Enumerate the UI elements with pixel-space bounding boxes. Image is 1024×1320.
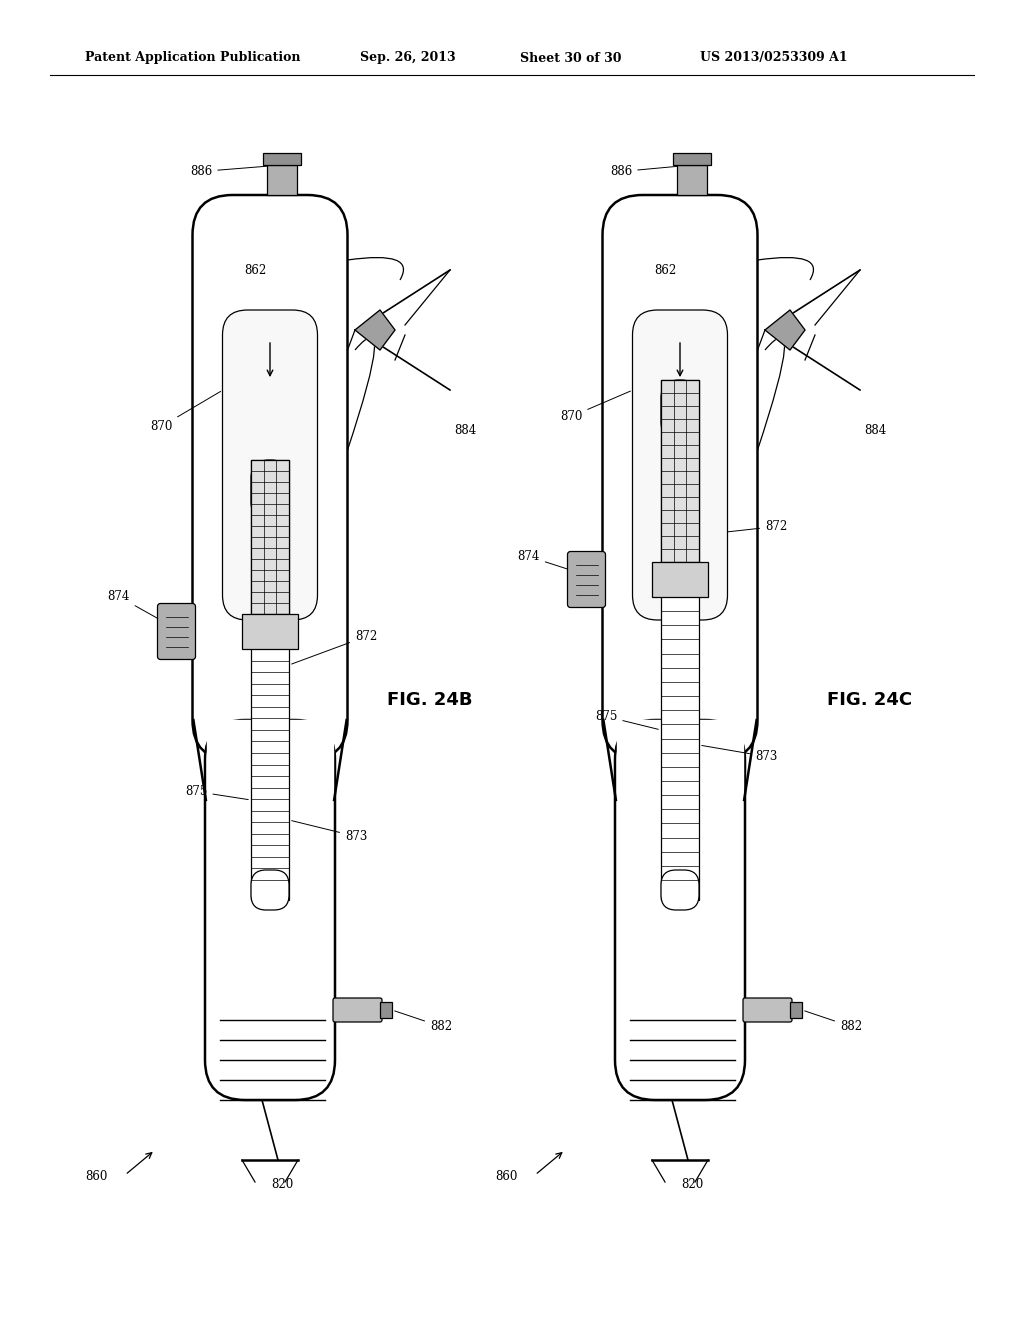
Text: 874: 874 (517, 550, 568, 569)
Text: 820: 820 (681, 1179, 703, 1192)
FancyBboxPatch shape (743, 998, 792, 1022)
Text: 873: 873 (292, 821, 368, 843)
FancyBboxPatch shape (662, 380, 699, 440)
Bar (790, 1002, 802, 1018)
Text: 862: 862 (654, 264, 676, 276)
FancyBboxPatch shape (251, 870, 289, 909)
Text: 860: 860 (85, 1170, 108, 1183)
Bar (662, 380, 699, 900)
Bar (251, 459, 289, 900)
Bar (251, 459, 289, 614)
Text: 884: 884 (864, 424, 886, 437)
Polygon shape (355, 310, 395, 350)
Text: FIG. 24C: FIG. 24C (827, 690, 912, 709)
Text: Patent Application Publication: Patent Application Publication (85, 51, 300, 65)
FancyBboxPatch shape (205, 719, 335, 1100)
Text: 886: 886 (610, 165, 689, 178)
Text: 820: 820 (271, 1179, 293, 1192)
FancyBboxPatch shape (333, 998, 382, 1022)
FancyBboxPatch shape (158, 603, 196, 660)
Text: 872: 872 (701, 520, 787, 535)
FancyBboxPatch shape (633, 310, 727, 620)
Text: 870: 870 (150, 392, 220, 433)
Text: 862: 862 (244, 264, 266, 276)
Text: 882: 882 (805, 1011, 862, 1034)
FancyBboxPatch shape (567, 552, 605, 607)
Bar (263, 153, 301, 165)
Bar (652, 562, 708, 597)
Bar (380, 1002, 392, 1018)
Bar (677, 165, 707, 195)
FancyBboxPatch shape (222, 310, 317, 620)
Text: 886: 886 (190, 165, 280, 178)
Text: 884: 884 (454, 424, 476, 437)
Text: 882: 882 (394, 1011, 453, 1034)
FancyBboxPatch shape (251, 459, 289, 520)
Bar (662, 380, 699, 562)
Bar (242, 614, 298, 649)
Bar (673, 153, 711, 165)
Text: Sep. 26, 2013: Sep. 26, 2013 (360, 51, 456, 65)
Text: 860: 860 (495, 1170, 517, 1183)
FancyBboxPatch shape (193, 195, 347, 760)
Bar (267, 165, 297, 195)
Text: FIG. 24B: FIG. 24B (387, 690, 473, 709)
Text: 874: 874 (108, 590, 158, 619)
Text: Sheet 30 of 30: Sheet 30 of 30 (520, 51, 622, 65)
Polygon shape (765, 310, 805, 350)
FancyBboxPatch shape (662, 870, 699, 909)
Text: 875: 875 (185, 785, 248, 800)
Text: 872: 872 (292, 630, 377, 664)
Text: 870: 870 (560, 391, 631, 422)
FancyBboxPatch shape (615, 719, 745, 1100)
Text: 875: 875 (595, 710, 658, 730)
Text: 873: 873 (701, 746, 777, 763)
FancyBboxPatch shape (602, 195, 758, 760)
Text: US 2013/0253309 A1: US 2013/0253309 A1 (700, 51, 848, 65)
